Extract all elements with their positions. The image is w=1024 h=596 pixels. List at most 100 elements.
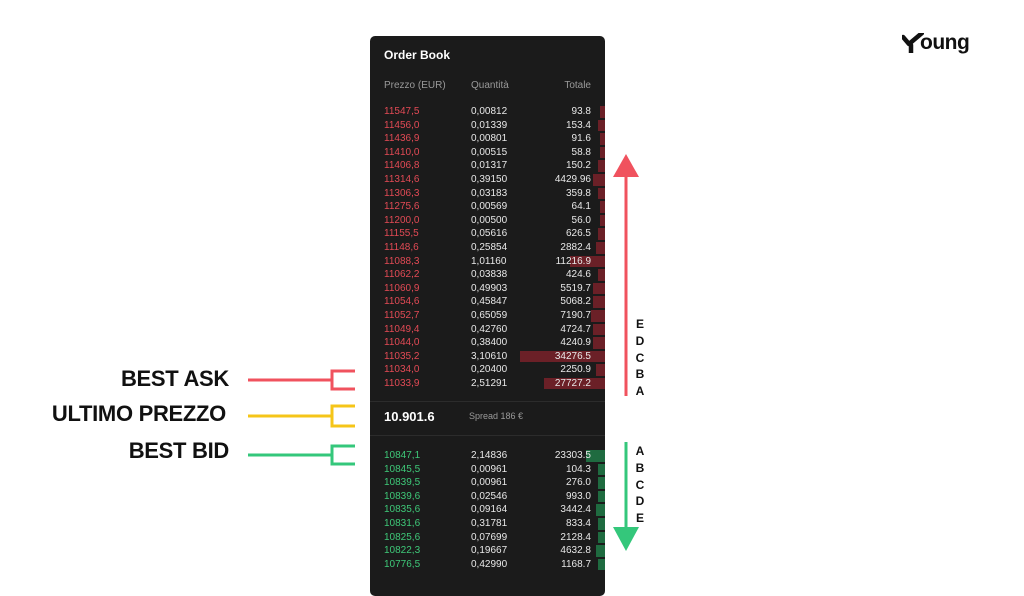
ask-quantity: 0,00569: [471, 201, 508, 213]
ask-quantity: 3,10610: [471, 350, 508, 362]
bid-row[interactable]: 10847,1 2,14836 23303.5: [370, 449, 605, 463]
ask-quantity: 0,49903: [471, 282, 508, 294]
ask-row[interactable]: 11148,6 0,25854 2882.4: [370, 241, 605, 255]
ask-row[interactable]: 11049,4 0,42760 4724.7: [370, 323, 605, 337]
ask-row[interactable]: 11033,9 2,51291 27727.2: [370, 377, 605, 391]
ask-price: 11088,3: [384, 255, 420, 267]
bid-price: 10839,6: [384, 490, 421, 502]
ask-depth-bar: [597, 160, 605, 172]
ask-price: 11410,0: [384, 146, 420, 158]
column-header-total[interactable]: Totale: [564, 80, 591, 91]
mid-price-bar: 10.901.6 Spread 186 €: [370, 401, 605, 436]
bid-total: 2128.4: [560, 531, 591, 543]
bid-row[interactable]: 10822,3 0,19667 4632.8: [370, 544, 605, 558]
ask-total: 4429.96: [554, 173, 591, 185]
ask-row[interactable]: 11035,2 3,10610 34276.5: [370, 350, 605, 364]
ask-row[interactable]: 11054,6 0,45847 5068.2: [370, 295, 605, 309]
level-letter: E: [635, 317, 644, 331]
ask-total: 5519.7: [560, 282, 591, 294]
level-letter: C: [635, 477, 645, 492]
ask-total: 359.8: [565, 187, 591, 199]
ask-price: 11275,6: [384, 201, 420, 213]
column-header-price[interactable]: Prezzo (EUR): [384, 80, 446, 91]
ask-row[interactable]: 11088,3 1,01160 11216.9: [370, 255, 605, 269]
bid-total: 23303.5: [554, 450, 591, 461]
bid-row[interactable]: 10839,5 0,00961 276.0: [370, 476, 605, 490]
ask-quantity: 0,03183: [471, 187, 508, 199]
ask-total: 2882.4: [560, 241, 591, 253]
ask-price: 11062,2: [384, 269, 420, 281]
ask-price: 11200,0: [384, 214, 420, 226]
ask-quantity: 0,01317: [471, 160, 508, 172]
bid-row[interactable]: 10831,6 0,31781 833.4: [370, 517, 605, 531]
best-ask-label: BEST ASK: [120, 366, 229, 391]
ask-row[interactable]: 11306,3 0,03183 359.8: [370, 187, 605, 201]
last-price-connector: [248, 404, 355, 428]
ask-total: 2250.9: [560, 364, 591, 376]
ask-depth-bar: [543, 377, 605, 390]
ask-depth-bar: [597, 119, 605, 132]
checkmark-icon: [902, 33, 924, 53]
ask-depth-bar: [520, 350, 605, 363]
ask-row[interactable]: 11547,5 0,00812 93.8: [370, 105, 605, 119]
ask-price: 11033,9: [384, 377, 420, 389]
ask-row[interactable]: 11436,9 0,00801 91.6: [370, 132, 605, 146]
level-letter: A: [635, 384, 645, 399]
bid-quantity: 0,31781: [471, 517, 508, 529]
ask-row[interactable]: 11406,8 0,01317 150.2: [370, 159, 605, 173]
bid-total: 833.4: [565, 517, 591, 529]
bid-row[interactable]: 10835,6 0,09164 3442.4: [370, 503, 605, 517]
ask-depth-bar: [600, 201, 605, 213]
ask-depth-bar: [593, 296, 605, 308]
ask-quantity: 0,03838: [471, 269, 508, 281]
ask-row[interactable]: 11200,0 0,00500 56.0: [370, 214, 605, 228]
ask-total: 64.1: [571, 201, 591, 213]
ask-price: 11044,0: [384, 337, 420, 349]
last-price: 10.901.6: [384, 409, 435, 424]
bid-row[interactable]: 10845,5 0,00961 104.3: [370, 463, 605, 477]
bid-row[interactable]: 10825,6 0,07699 2128.4: [370, 531, 605, 545]
ask-row[interactable]: 11034,0 0,20400 2250.9: [370, 363, 605, 377]
bid-price: 10835,6: [384, 504, 421, 516]
ask-quantity: 0,45847: [471, 296, 508, 308]
bid-price: 10822,3: [384, 545, 421, 557]
ask-depth-bar: [595, 241, 605, 254]
logo-text: oung: [920, 31, 970, 54]
ask-row[interactable]: 11456,0 0,01339 153.4: [370, 119, 605, 133]
ask-price: 11054,6: [384, 296, 420, 308]
ask-total: 11216.9: [555, 255, 591, 267]
ask-total: 56.0: [571, 214, 591, 226]
ask-depth-bar: [595, 364, 605, 376]
bid-depth-bar: [597, 477, 605, 489]
ask-row[interactable]: 11155,5 0,05616 626.5: [370, 227, 605, 241]
ask-price: 11034,0: [384, 364, 420, 376]
column-header-quantity[interactable]: Quantità: [471, 80, 509, 91]
ask-depth-bar: [590, 309, 605, 322]
ask-row[interactable]: 11062,2 0,03838 424.6: [370, 268, 605, 282]
order-book-title: Order Book: [384, 48, 451, 62]
ask-depth-bar: [600, 146, 605, 159]
ask-price: 11456,0: [384, 119, 420, 131]
ask-price: 11049,4: [384, 323, 420, 335]
best-bid-label: BEST BID: [128, 438, 230, 463]
ask-row[interactable]: 11275,6 0,00569 64.1: [370, 200, 605, 214]
ask-row[interactable]: 11410,0 0,00515 58.8: [370, 146, 605, 160]
bid-row[interactable]: 10839,6 0,02546 993.0: [370, 490, 605, 504]
bid-quantity: 0,19667: [471, 545, 508, 557]
ask-row[interactable]: 11052,7 0,65059 7190.7: [370, 309, 605, 323]
bid-depth-bar: [586, 450, 605, 462]
ask-depth-bar: [593, 323, 605, 336]
ask-depth-bar: [569, 255, 605, 268]
ask-row[interactable]: 11060,9 0,49903 5519.7: [370, 282, 605, 296]
ask-row[interactable]: 11044,0 0,38400 4240.9: [370, 336, 605, 350]
bid-price: 10831,6: [384, 517, 421, 529]
ask-total: 93.8: [571, 106, 591, 117]
bid-quantity: 2,14836: [471, 450, 508, 461]
ask-depth-bar: [600, 214, 605, 227]
bid-row[interactable]: 10776,5 0,42990 1168.7: [370, 558, 605, 572]
ask-depth-bar: [597, 269, 605, 281]
ask-row[interactable]: 11314,6 0,39150 4429.96: [370, 173, 605, 187]
ask-total: 91.6: [571, 133, 591, 145]
ask-total: 150.2: [565, 160, 591, 172]
